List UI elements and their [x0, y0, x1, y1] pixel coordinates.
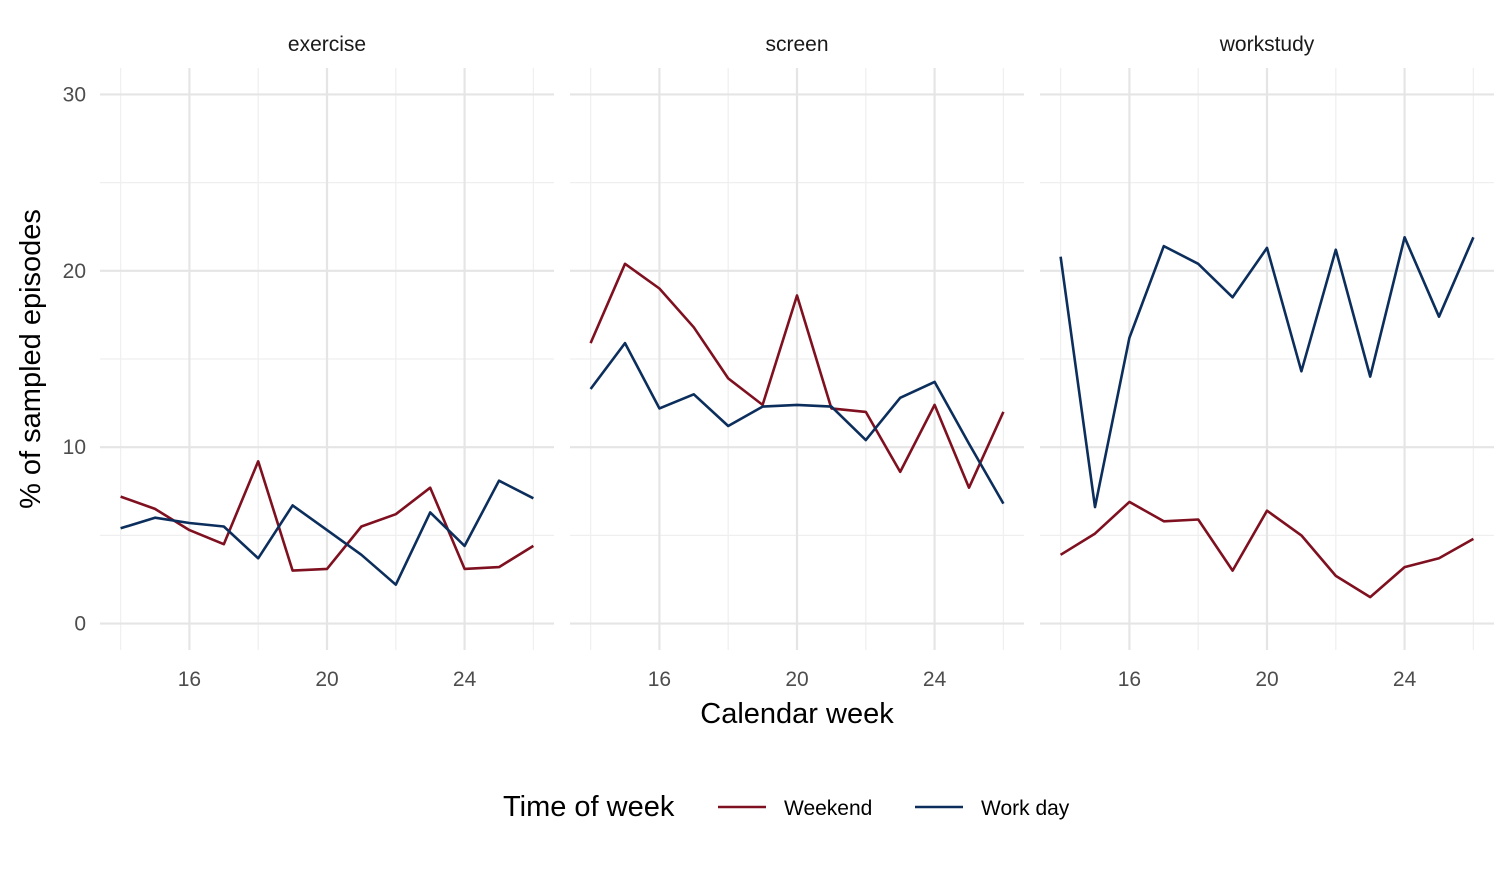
y-tick-label: 10	[63, 436, 86, 459]
legend-label-work-day: Work day	[981, 797, 1070, 820]
panel-exercise: exercise 16 20 24 0 10 20 30	[63, 33, 554, 691]
x-tick-label: 20	[785, 668, 808, 691]
legend-title: Time of week	[503, 791, 675, 823]
panel-screen: screen 16 20 24	[570, 33, 1024, 691]
x-tick-label: 16	[178, 668, 201, 691]
x-tick-label: 20	[1255, 668, 1278, 691]
x-tick-label: 24	[1393, 668, 1417, 691]
series-line-workstudy-work-day	[1059, 236, 1475, 509]
x-tick-label: 24	[453, 668, 477, 691]
x-tick-label: 16	[1118, 668, 1141, 691]
series-line-workstudy-weekend	[1059, 500, 1475, 599]
x-tick-label: 16	[648, 668, 671, 691]
y-tick-label: 30	[63, 83, 86, 106]
series-line-screen-weekend	[589, 262, 1005, 490]
x-tick-label: 24	[923, 668, 947, 691]
facet-label-workstudy: workstudy	[1219, 33, 1315, 56]
facet-label-exercise: exercise	[288, 33, 366, 56]
panel-workstudy: workstudy 16 20 24	[1040, 33, 1494, 691]
y-tick-label: 0	[74, 613, 86, 636]
x-tick-label: 20	[315, 668, 338, 691]
legend-label-weekend: Weekend	[784, 797, 872, 820]
series-line-exercise-work-day	[120, 479, 534, 587]
x-axis-title: Calendar week	[700, 698, 894, 730]
series-line-screen-work-day	[589, 341, 1005, 505]
legend: Time of week Weekend Work day	[503, 791, 1070, 823]
facet-label-screen: screen	[765, 33, 828, 56]
series-line-exercise-weekend	[120, 459, 535, 572]
y-axis-title: % of sampled episodes	[15, 209, 47, 509]
y-tick-label: 20	[63, 260, 86, 283]
